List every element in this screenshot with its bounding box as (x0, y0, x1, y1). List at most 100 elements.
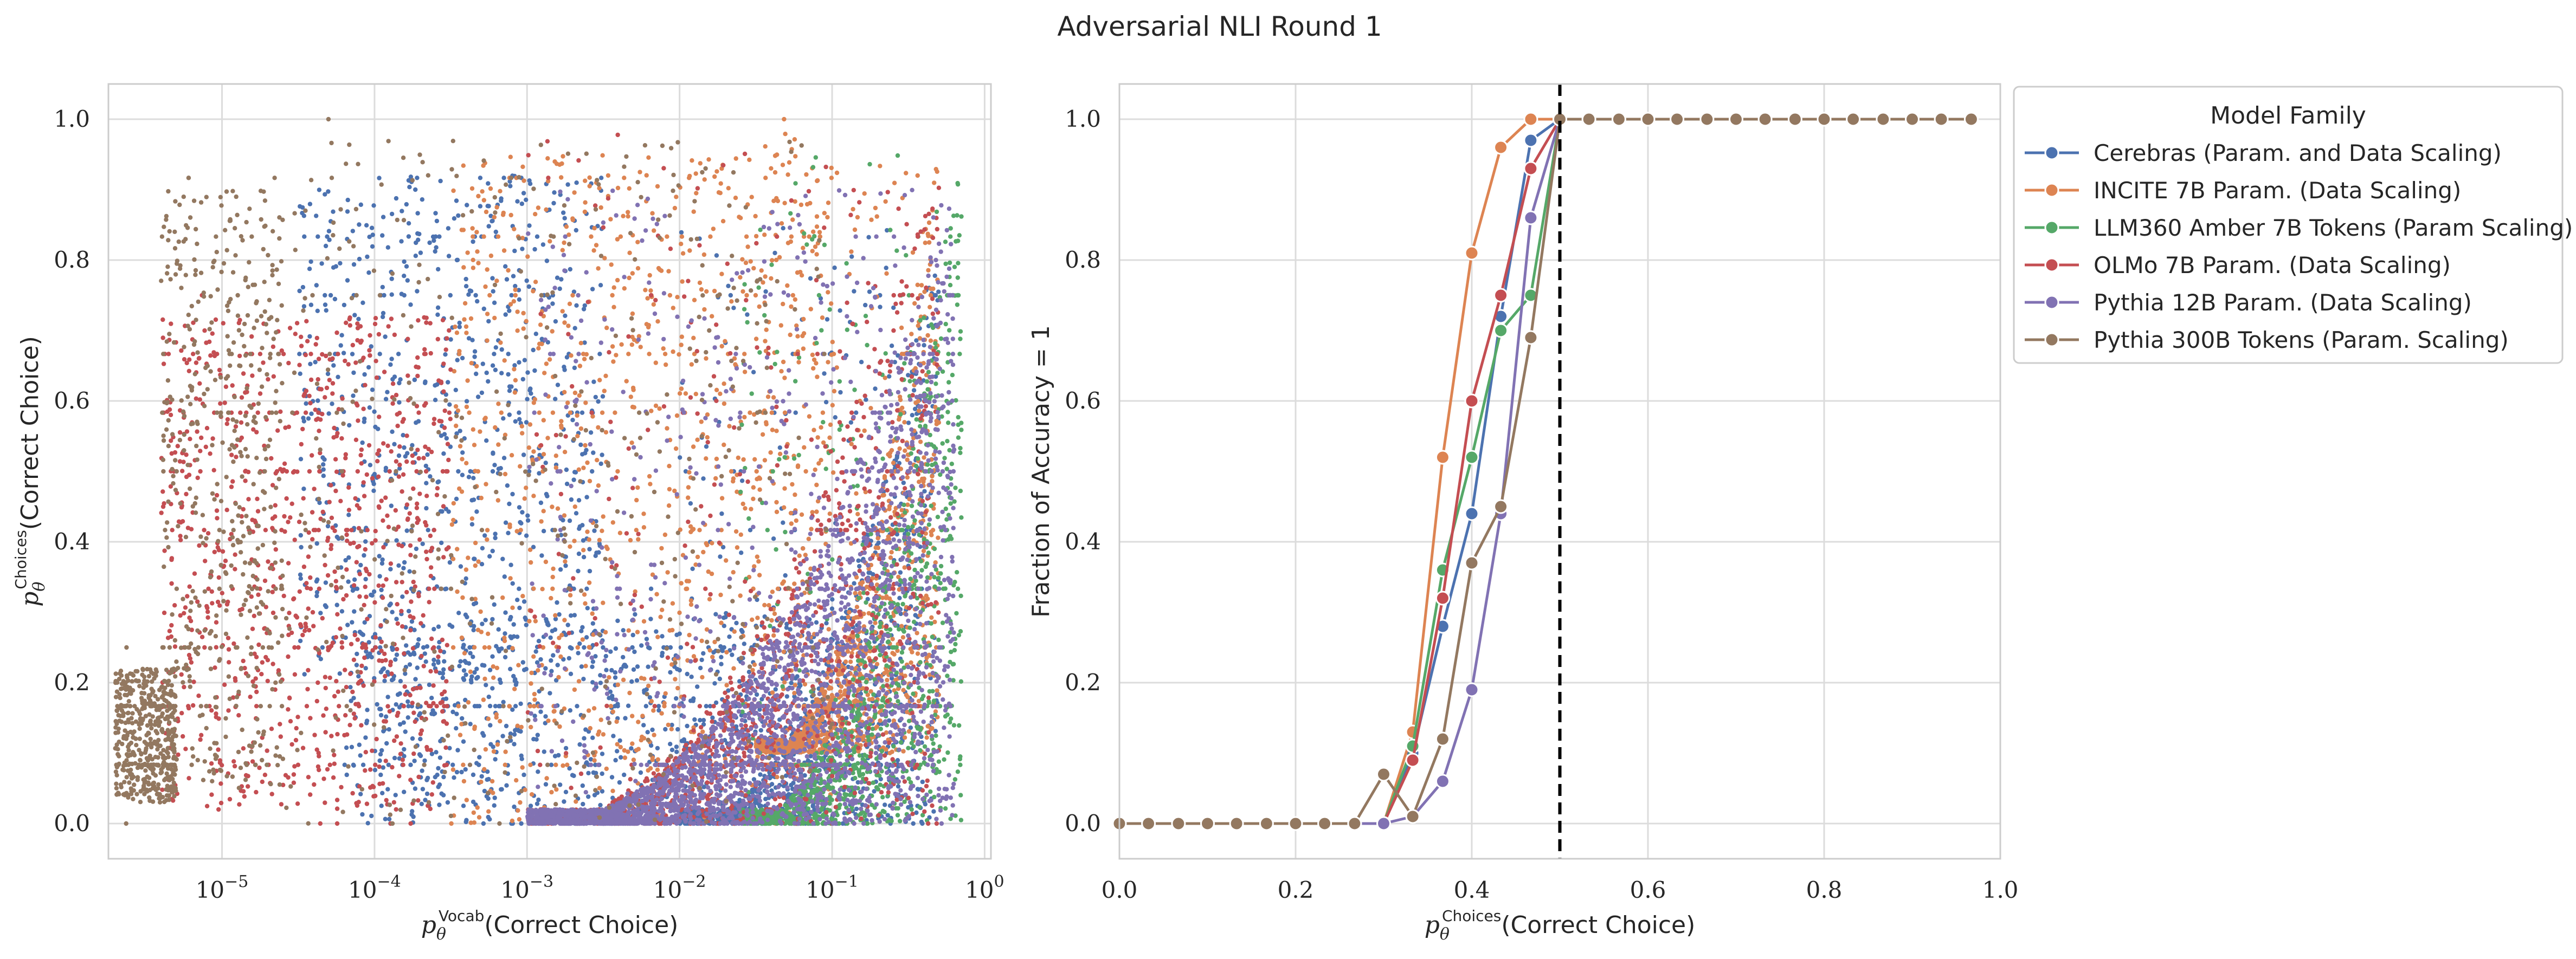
scatter-point (370, 593, 375, 598)
scatter-point (811, 366, 816, 371)
scatter-point (541, 418, 546, 423)
scatter-point (499, 371, 504, 375)
scatter-point (301, 304, 307, 309)
scatter-point (407, 662, 413, 667)
scatter-point (415, 665, 420, 670)
scatter-point (897, 417, 901, 422)
scatter-point (695, 554, 700, 560)
scatter-point (685, 671, 690, 677)
scatter-point (469, 516, 475, 521)
scatter-point (379, 804, 384, 808)
scatter-point (396, 563, 401, 568)
scatter-point (355, 586, 360, 591)
scatter-point (580, 783, 585, 788)
scatter-point (910, 524, 915, 529)
scatter-point (659, 546, 664, 551)
scatter-point (757, 707, 762, 712)
scatter-point (415, 211, 420, 216)
scatter-point (631, 757, 636, 762)
scatter-point (795, 270, 800, 275)
scatter-point (517, 605, 522, 611)
scatter-point (458, 429, 462, 433)
scatter-point (485, 267, 490, 272)
scatter-point (704, 456, 709, 461)
scatter-point (381, 765, 385, 770)
scatter-point (575, 433, 580, 438)
scatter-point (897, 394, 903, 399)
scatter-point (551, 200, 556, 206)
scatter-point (768, 450, 773, 455)
scatter-point (516, 808, 520, 813)
scatter-point (479, 495, 484, 501)
scatter-point (298, 638, 303, 644)
scatter-point (773, 687, 778, 692)
scatter-point (790, 293, 796, 298)
scatter-point (561, 154, 565, 159)
scatter-point (829, 176, 834, 180)
scatter-point (626, 703, 631, 708)
scatter-point (486, 809, 491, 814)
scatter-point (365, 821, 370, 826)
scatter-point (532, 368, 537, 373)
scatter-point (570, 293, 575, 298)
scatter-point (473, 540, 478, 546)
scatter-point (606, 173, 611, 178)
scatter-point (582, 592, 587, 597)
scatter-point (646, 664, 651, 669)
scatter-point (770, 589, 775, 594)
scatter-point (525, 513, 530, 518)
scatter-point (667, 464, 672, 469)
scatter-point (322, 457, 327, 462)
scatter-point (358, 202, 363, 207)
scatter-point (563, 563, 568, 568)
scatter-point (640, 714, 645, 718)
scatter-point (572, 390, 578, 396)
scatter-point (538, 709, 543, 714)
scatter-point (345, 278, 350, 283)
scatter-point (849, 442, 854, 446)
scatter-point (454, 331, 460, 335)
scatter-point (722, 442, 726, 448)
scatter-point (823, 737, 828, 742)
scatter-point (835, 735, 841, 740)
scatter-point (672, 205, 678, 211)
scatter-point (451, 501, 456, 506)
scatter-point (298, 576, 303, 581)
scatter-point (679, 738, 685, 743)
scatter-point (587, 547, 592, 552)
scatter-point (656, 704, 661, 709)
scatter-point (667, 293, 673, 298)
scatter-point (478, 204, 483, 209)
scatter-point (562, 240, 566, 245)
scatter-point (576, 651, 581, 656)
scatter-point (795, 464, 801, 469)
scatter-point (788, 332, 793, 338)
scatter-point (710, 314, 714, 319)
scatter-point (757, 487, 762, 492)
scatter-point (484, 209, 489, 215)
scatter-point (412, 627, 417, 632)
scatter-point (647, 646, 652, 651)
scatter-point (415, 644, 420, 649)
scatter-point (902, 565, 907, 570)
scatter-point (615, 237, 620, 242)
scatter-point (739, 550, 744, 555)
scatter-point (655, 746, 660, 751)
scatter-point (447, 402, 452, 407)
scatter-point (576, 551, 582, 556)
scatter-point (628, 537, 633, 543)
scatter-point (660, 607, 665, 612)
scatter-point (687, 632, 692, 638)
scatter-point (468, 316, 474, 321)
scatter-point (752, 457, 757, 462)
scatter-point (581, 548, 586, 553)
scatter-point (538, 657, 543, 662)
scatter-point (502, 638, 507, 644)
scatter-point (710, 655, 715, 659)
scatter-point (392, 442, 397, 446)
scatter-point (779, 369, 784, 374)
scatter-point (781, 301, 785, 307)
scatter-point (656, 708, 661, 713)
scatter-point (552, 627, 558, 632)
scatter-point (476, 815, 482, 820)
